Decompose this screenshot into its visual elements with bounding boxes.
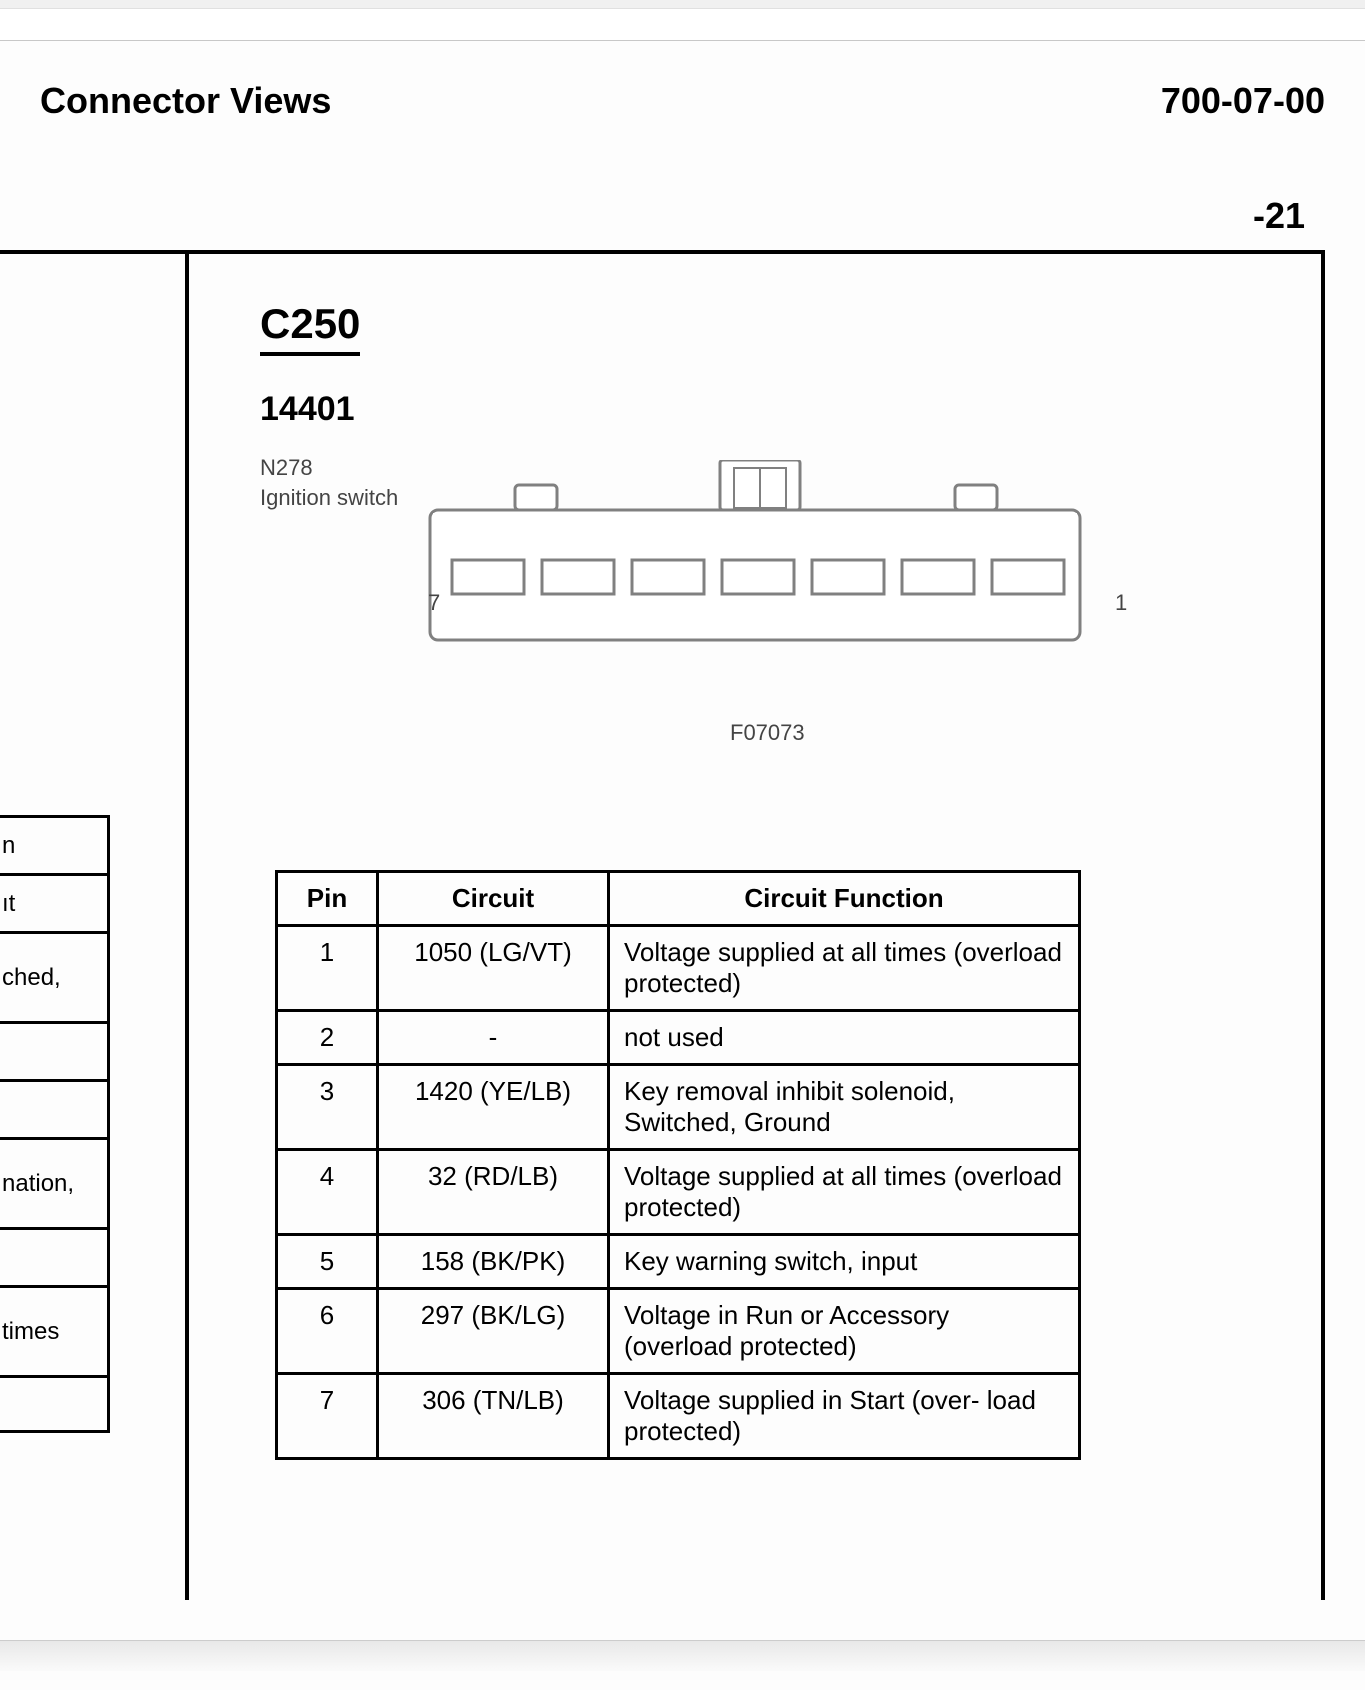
window-chrome <box>0 0 1365 41</box>
left-row <box>0 1227 110 1285</box>
table-row: 31420 (YE/LB)Key removal inhibit solenoi… <box>277 1065 1080 1150</box>
page-number: -21 <box>1253 195 1305 237</box>
cell-function: Voltage supplied at all times (overload … <box>609 926 1080 1011</box>
table-row: 11050 (LG/VT)Voltage supplied at all tim… <box>277 926 1080 1011</box>
cell-circuit: 306 (TN/LB) <box>378 1374 609 1459</box>
left-row: ched, <box>0 931 110 1021</box>
connector-diagram <box>420 460 1100 660</box>
footer-shadow <box>0 1640 1365 1671</box>
figure-ref: F07073 <box>730 720 805 746</box>
cell-function: Voltage supplied at all times (overload … <box>609 1150 1080 1235</box>
connector-desc: Ignition switch <box>260 485 398 511</box>
table-header: Circuit <box>378 872 609 926</box>
left-row <box>0 1021 110 1079</box>
table-header: Pin <box>277 872 378 926</box>
cell-pin: 7 <box>277 1374 378 1459</box>
part-number: 14401 <box>260 390 355 429</box>
ref-code: N278 <box>260 455 313 481</box>
cell-function: not used <box>609 1011 1080 1065</box>
left-row <box>0 1079 110 1137</box>
cell-circuit: - <box>378 1011 609 1065</box>
connector-id: C250 <box>260 300 360 356</box>
pinout-table: PinCircuitCircuit Function 11050 (LG/VT)… <box>275 870 1081 1460</box>
table-header: Circuit Function <box>609 872 1080 926</box>
section-code: 700-07-00 <box>1161 80 1325 122</box>
left-partial-table: nıtched, nation, times <box>0 815 110 1433</box>
cell-circuit: 297 (BK/LG) <box>378 1289 609 1374</box>
table-row: 7306 (TN/LB)Voltage supplied in Start (o… <box>277 1374 1080 1459</box>
table-row: 5158 (BK/PK)Key warning switch, input <box>277 1235 1080 1289</box>
left-row: times <box>0 1285 110 1375</box>
page-canvas: Connector Views 700-07-00 -21 C250 14401… <box>0 0 1365 1690</box>
pin-label-right: 1 <box>1115 590 1127 616</box>
cell-function: Voltage supplied in Start (over- load pr… <box>609 1374 1080 1459</box>
left-row: n <box>0 815 110 873</box>
pin-label-left: 7 <box>428 590 440 616</box>
cell-circuit: 32 (RD/LB) <box>378 1150 609 1235</box>
left-row: nation, <box>0 1137 110 1227</box>
cell-circuit: 1050 (LG/VT) <box>378 926 609 1011</box>
column-divider <box>185 250 189 1600</box>
table-row: 2-not used <box>277 1011 1080 1065</box>
cell-function: Voltage in Run or Accessory (overload pr… <box>609 1289 1080 1374</box>
page-title: Connector Views <box>40 80 331 122</box>
cell-circuit: 158 (BK/PK) <box>378 1235 609 1289</box>
cell-function: Key warning switch, input <box>609 1235 1080 1289</box>
cell-function: Key removal inhibit solenoid, Switched, … <box>609 1065 1080 1150</box>
left-row <box>0 1375 110 1433</box>
cell-pin: 3 <box>277 1065 378 1150</box>
table-row: 432 (RD/LB)Voltage supplied at all times… <box>277 1150 1080 1235</box>
cell-pin: 1 <box>277 926 378 1011</box>
cell-pin: 2 <box>277 1011 378 1065</box>
cell-pin: 6 <box>277 1289 378 1374</box>
cell-circuit: 1420 (YE/LB) <box>378 1065 609 1150</box>
cell-pin: 4 <box>277 1150 378 1235</box>
left-row: ıt <box>0 873 110 931</box>
table-row: 6297 (BK/LG)Voltage in Run or Accessory … <box>277 1289 1080 1374</box>
cell-pin: 5 <box>277 1235 378 1289</box>
